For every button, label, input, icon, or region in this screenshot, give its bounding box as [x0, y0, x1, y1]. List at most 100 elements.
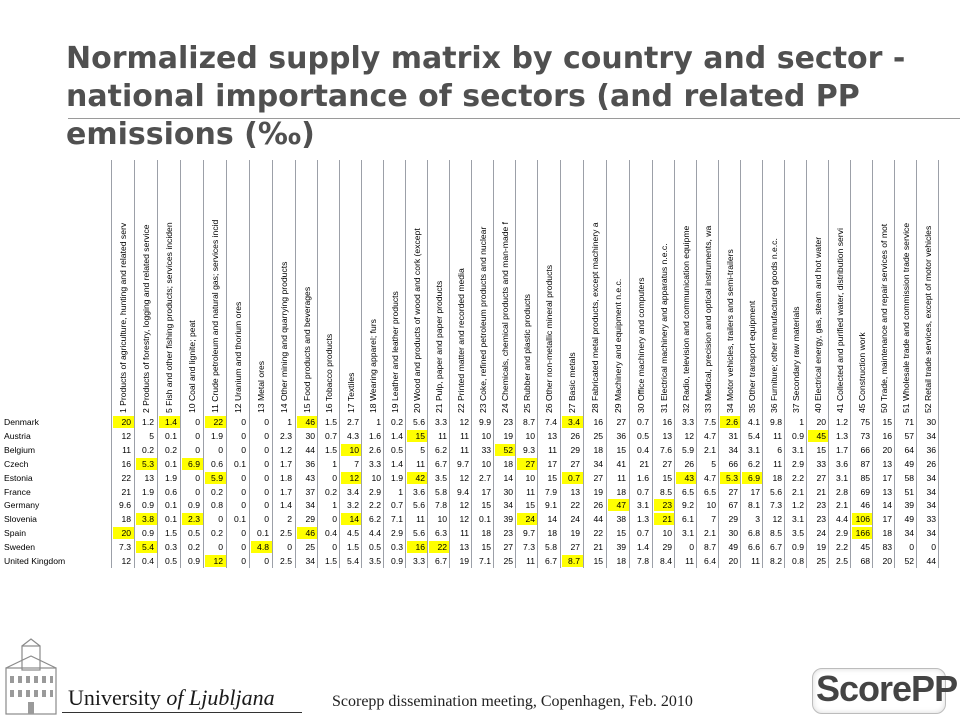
table-cell: 87: [860, 458, 870, 469]
table-cell: 2.2: [792, 472, 804, 483]
table-cell: 5.6: [770, 486, 782, 497]
table-cell: 27: [728, 486, 738, 497]
table-cell: 2.1: [704, 528, 716, 539]
table-cell: 1.5: [347, 542, 359, 553]
highlighted-cell: 45: [808, 429, 829, 442]
table-cell: 2.2: [369, 500, 381, 511]
column-header: 22 Printed matter and recorded media: [454, 158, 468, 413]
column-header: 35 Other transport equipment: [745, 158, 759, 413]
table-cell: 66: [728, 458, 738, 469]
table-cell: 8.5: [660, 486, 672, 497]
column-header: 11 Crude petroleum and natural gas; serv…: [208, 158, 222, 413]
table-cell: 12: [121, 430, 131, 441]
table-cell: 30: [305, 430, 315, 441]
table-cell: 19: [503, 430, 513, 441]
table-cell: 18: [121, 514, 131, 525]
table-cell: 27: [503, 542, 513, 553]
highlighted-cell: 6.9: [182, 457, 203, 470]
table-cell: 5: [420, 444, 425, 455]
column-header-label: 14 Other mining and quarrying products: [279, 261, 289, 413]
highlighted-cell: 46: [297, 527, 318, 540]
table-cell: 6.7: [435, 556, 447, 566]
table-cell: 5.6: [413, 417, 425, 427]
column-header: 36 Furniture; other manufactured goods n…: [767, 158, 781, 413]
table-cell: 18: [616, 556, 626, 566]
column-header-label: 31 Electrical machinery and apparatus n.…: [659, 243, 669, 413]
highlighted-cell: 23: [654, 499, 675, 512]
table-row: Slovenia 18 3.8 0.1 2.3 0 0.1 0 2 29 0 14 6.2 7.1 11 10…: [0, 512, 960, 526]
column-separator: [850, 160, 851, 568]
column-separator: [427, 160, 428, 568]
table-cell: 0.5: [165, 556, 177, 566]
column-header: 52 Retail trade services, except of moto…: [921, 158, 935, 413]
highlighted-cell: 3.4: [562, 416, 583, 428]
table-cell: 18: [481, 528, 491, 539]
table-cell: 19: [459, 556, 469, 566]
table-cell: 2.1: [792, 486, 804, 497]
table-cell: 73: [860, 430, 870, 441]
highlighted-cell: 5.3: [720, 471, 741, 484]
table-cell: 2: [287, 514, 292, 525]
table-cell: 11: [526, 556, 535, 566]
highlighted-cell: 12: [205, 555, 226, 567]
table-cell: 34: [926, 472, 936, 483]
table-cell: 9.9: [479, 417, 491, 427]
table-cell: 12: [684, 430, 694, 441]
table-cell: 2.2: [836, 542, 848, 553]
table-cell: 45: [860, 542, 870, 553]
highlighted-cell: 47: [608, 499, 629, 512]
column-header: 33 Medical, precision and optical instru…: [701, 158, 715, 413]
table-cell: 27: [662, 458, 672, 469]
table-cell: 0: [264, 472, 269, 483]
table-cell: 10: [481, 458, 491, 469]
table-cell: 25: [816, 556, 826, 566]
table-cell: 15: [481, 542, 491, 553]
table-cell: 12: [121, 556, 131, 566]
table-cell: 0.1: [165, 500, 177, 511]
table-cell: 41: [616, 458, 626, 469]
column-separator: [493, 160, 494, 568]
table-cell: 25: [593, 430, 603, 441]
table-cell: 5: [149, 430, 154, 441]
table-cell: 34: [593, 458, 603, 469]
table-cell: 11: [773, 430, 782, 441]
table-cell: 0.3: [165, 542, 177, 553]
table-cell: 30: [503, 486, 513, 497]
table-cell: 23: [503, 417, 513, 427]
table-cell: 17: [481, 486, 491, 497]
table-cell: 1.9: [142, 486, 154, 497]
table-cell: 0.7: [637, 486, 649, 497]
column-header: 12 Uranium and thorium ores: [231, 158, 245, 413]
table-cell: 1.5: [165, 528, 177, 539]
table-cell: 3.3: [413, 556, 425, 566]
column-header-label: 50 Trade, maintenance and repair service…: [879, 223, 889, 413]
table-cell: 0: [241, 444, 246, 455]
table-cell: 2.8: [836, 486, 848, 497]
table-cell: 20: [728, 556, 738, 566]
table-cell: 19: [593, 486, 603, 497]
column-header: 1 Products of agriculture, hunting and r…: [116, 158, 130, 413]
highlighted-cell: 24: [517, 513, 538, 526]
table-cell: 0.1: [234, 458, 246, 469]
table-row: Estonia 22 13 1.9 0 5.9 0 0 1.8 43 0 12 10 1.9 42 3.5 12…: [0, 471, 960, 485]
table-cell: 39: [503, 514, 513, 525]
table-cell: 2.5: [280, 528, 292, 539]
table-cell: 15: [593, 556, 603, 566]
column-separator: [674, 160, 675, 568]
table-cell: 7.3: [523, 542, 535, 553]
table-cell: 18: [593, 444, 603, 455]
column-header-label: 19 Leather and leather products: [390, 291, 400, 413]
table-cell: 31: [728, 430, 738, 441]
table-cell: 0.5: [369, 542, 381, 553]
column-separator: [249, 160, 250, 568]
column-separator: [180, 160, 181, 568]
table-cell: 68: [860, 556, 870, 566]
column-separator: [383, 160, 384, 568]
country-label: Belgium: [4, 444, 36, 455]
table-cell: 11: [773, 458, 782, 469]
table-cell: 6: [777, 444, 782, 455]
table-cell: 0: [264, 556, 269, 566]
column-header: 13 Metal ores: [254, 158, 268, 413]
column-header-label: 23 Coke, refined petroleum products and …: [478, 226, 488, 413]
table-cell: 11: [685, 556, 694, 566]
